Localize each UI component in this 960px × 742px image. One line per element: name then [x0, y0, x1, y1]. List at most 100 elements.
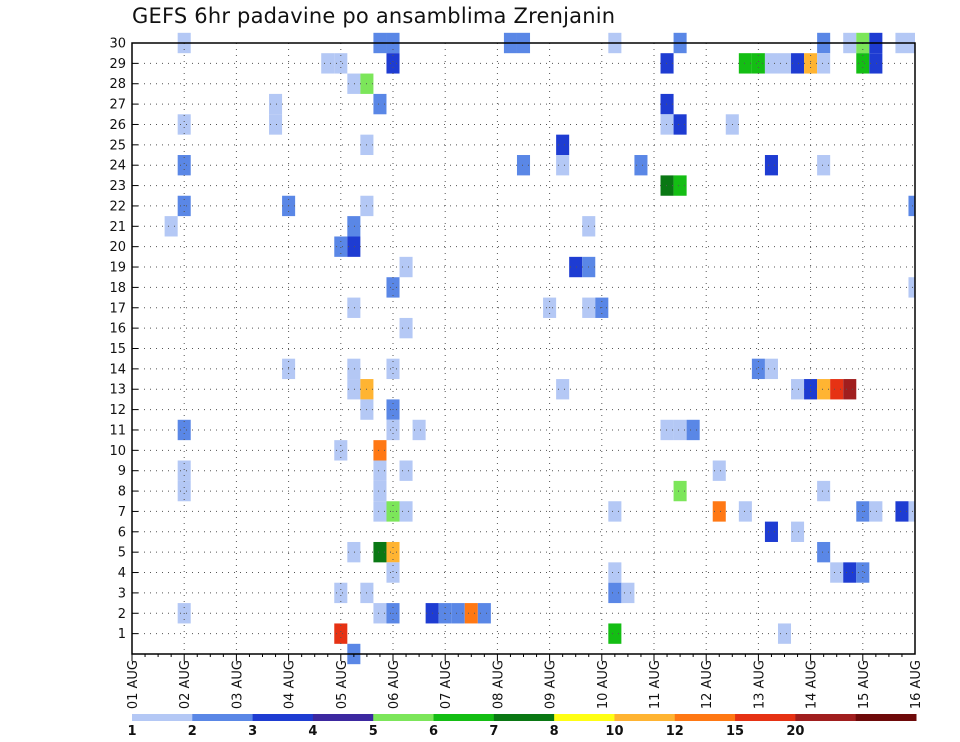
- heatmap-cell: [869, 501, 883, 522]
- y-tick-label: 11: [109, 423, 126, 438]
- y-tick-label: 6: [118, 525, 126, 540]
- heatmap-cell: [830, 379, 844, 400]
- heatmap-cell: [464, 603, 478, 624]
- heatmap-cell: [843, 379, 857, 400]
- heatmap-cell: [386, 53, 400, 74]
- plot-frame: [131, 42, 916, 655]
- legend-label: 3: [248, 724, 257, 739]
- y-tick-label: 24: [109, 159, 126, 174]
- x-tick-label: 02 AUG: [178, 660, 193, 709]
- heatmap-cell: [347, 236, 361, 257]
- legend-label: 4: [308, 724, 317, 739]
- heatmap-cell: [660, 419, 674, 441]
- heatmap-cell: [751, 53, 765, 74]
- legend-swatch: [312, 714, 374, 721]
- y-tick-label: 2: [118, 607, 126, 622]
- heatmap-cell: [347, 541, 361, 563]
- heatmap-cell: [556, 155, 570, 176]
- legend-label: 20: [786, 724, 804, 739]
- y-tick-label: 10: [109, 444, 126, 459]
- x-tick-label: 05 AUG: [335, 660, 350, 709]
- heatmap-cell: [269, 114, 283, 135]
- x-tick-label: 13 AUG: [752, 660, 767, 709]
- y-tick-label: 15: [109, 342, 126, 357]
- heatmap-cell: [399, 460, 413, 481]
- heatmap-cell: [177, 480, 191, 502]
- heatmap-cell: [764, 358, 778, 380]
- heatmap-cell: [660, 93, 674, 115]
- y-tick-label: 3: [118, 586, 126, 601]
- legend-swatch: [795, 714, 857, 721]
- grid-layer: [132, 42, 915, 654]
- legend-swatch: [493, 714, 555, 721]
- heatmap-cell: [451, 603, 465, 624]
- y-tick-label: 13: [109, 383, 126, 398]
- legend-label: 10: [605, 724, 623, 739]
- y-tick-label: 8: [118, 485, 126, 500]
- heatmap-cell: [764, 53, 778, 74]
- heatmap-cell: [164, 216, 178, 237]
- heatmap-cell: [556, 379, 570, 400]
- heatmap-cell: [686, 419, 700, 441]
- y-tick-label: 29: [109, 57, 126, 72]
- chart-title: GEFS 6hr padavine po ansamblima Zrenjani…: [132, 4, 616, 28]
- heatmap-cell: [386, 562, 400, 583]
- x-tick-label: 07 AUG: [439, 660, 454, 709]
- y-tick-label: 5: [118, 546, 126, 561]
- heatmap-cell: [373, 603, 387, 624]
- heatmap-cell: [373, 440, 387, 461]
- heatmap-cell: [751, 358, 765, 380]
- heatmap-cell: [621, 582, 635, 604]
- y-tick-label: 16: [109, 322, 126, 337]
- heatmap-cell: [764, 155, 778, 176]
- cells-layer: [164, 32, 915, 665]
- heatmap-cell: [777, 623, 792, 644]
- x-tick-label: 08 AUG: [491, 660, 506, 709]
- heatmap-cell: [660, 114, 674, 135]
- heatmap-cell: [791, 521, 805, 542]
- heatmap-cell: [386, 419, 400, 441]
- heatmap-cell: [817, 379, 831, 400]
- legend-label: 6: [429, 724, 438, 739]
- legend-label: 5: [369, 724, 378, 739]
- y-tick-label: 4: [118, 566, 126, 581]
- heatmap-cell: [347, 73, 361, 94]
- heatmap-cell: [856, 53, 870, 74]
- y-tick-label: 23: [109, 179, 126, 194]
- legend-swatch: [433, 714, 495, 721]
- x-tick-label: 10 AUG: [596, 660, 611, 709]
- heatmap-cell: [712, 501, 726, 522]
- heatmap-cell: [386, 277, 400, 298]
- heatmap-cell: [908, 277, 915, 298]
- heatmap-cell: [738, 53, 752, 74]
- legend-swatch: [855, 714, 917, 721]
- heatmap-cell: [334, 440, 348, 461]
- heatmap-cell: [830, 562, 844, 583]
- heatmap-cell: [817, 541, 831, 563]
- heatmap-cell: [321, 53, 335, 74]
- heatmap-cell: [817, 155, 831, 176]
- heatmap-cell: [334, 236, 348, 257]
- heatmap-cell: [373, 93, 387, 115]
- y-tick-label: 21: [109, 220, 126, 235]
- heatmap-cell: [399, 317, 413, 339]
- heatmap-cell: [908, 195, 915, 217]
- heatmap-cell: [347, 216, 361, 237]
- x-axis: 01 AUG 02 AUG 03 AUG 04 AUG 05 AUG 06 AUG 07 A…: [126, 654, 924, 709]
- x-tick-label: 14 AUG: [805, 660, 820, 709]
- heatmap-cell: [347, 379, 361, 400]
- y-tick-label: 1: [118, 627, 126, 642]
- colorbar-legend: 1 2 3 4 5 6 7 8 10 12 15 20: [127, 714, 917, 739]
- heatmap-cell: [177, 460, 191, 481]
- y-tick-label: 14: [109, 362, 126, 377]
- heatmap-cell: [660, 175, 674, 196]
- heatmap-cell: [817, 480, 831, 502]
- heatmap-cell: [608, 582, 622, 604]
- heatmap-cell: [673, 480, 687, 502]
- heatmap-cell: [908, 501, 915, 522]
- heatmap-cell: [634, 155, 648, 176]
- heatmap-cell: [817, 53, 831, 74]
- heatmap-cell: [334, 582, 348, 604]
- legend-swatch: [614, 714, 676, 721]
- legend-label: 8: [550, 724, 559, 739]
